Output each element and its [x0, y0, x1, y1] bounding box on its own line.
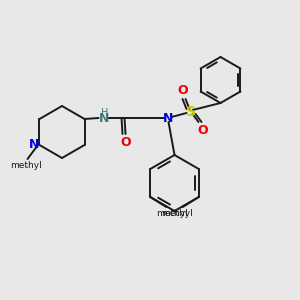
Text: O: O [197, 124, 208, 136]
Text: N: N [163, 112, 174, 124]
Text: N: N [29, 139, 40, 152]
Text: methyl: methyl [25, 165, 30, 166]
Text: N: N [99, 112, 110, 125]
Text: methyl: methyl [161, 209, 193, 218]
Text: methyl: methyl [11, 161, 42, 170]
Text: S: S [185, 105, 196, 119]
Text: O: O [177, 85, 188, 98]
Text: H: H [101, 108, 108, 118]
Text: methyl: methyl [156, 209, 188, 218]
Text: O: O [120, 136, 131, 148]
